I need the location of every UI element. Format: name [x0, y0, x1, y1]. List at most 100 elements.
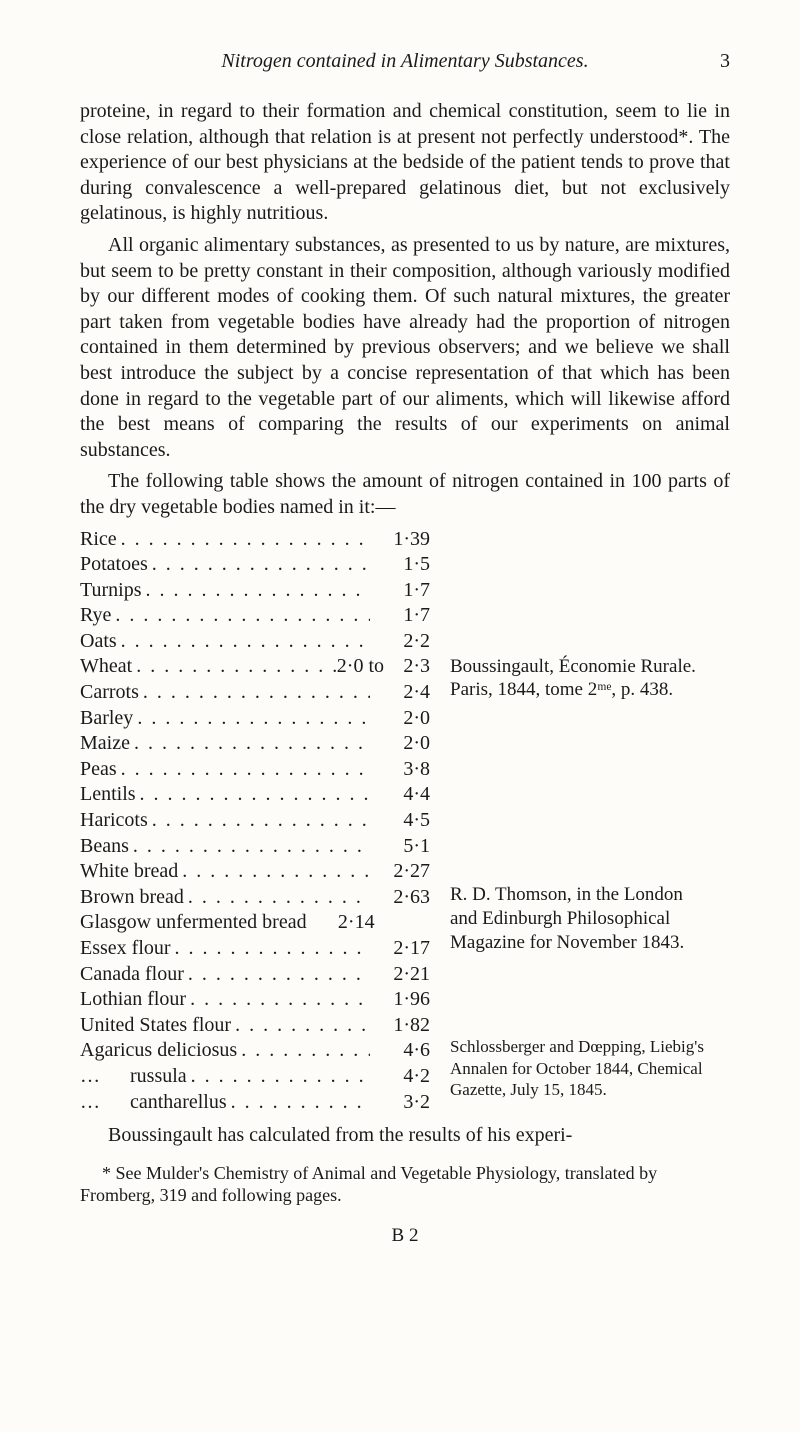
leader-dots	[178, 859, 370, 885]
row-label: Canada flour	[80, 962, 184, 988]
table-row: Lentils 4·4	[80, 782, 730, 808]
leader-dots	[142, 578, 370, 604]
row-label: Rye	[80, 603, 111, 629]
row-value: 3·2	[370, 1090, 430, 1116]
leader-dots	[139, 680, 370, 706]
running-head: Nitrogen contained in Alimentary Substan…	[80, 50, 730, 73]
leader-dots	[186, 987, 370, 1013]
row-value: 2·4	[370, 680, 430, 706]
leader-dots	[227, 1090, 370, 1116]
row-label: Wheat	[80, 654, 132, 680]
table-row: Lothian flour 1·96	[80, 987, 730, 1013]
leader-dots	[187, 1064, 370, 1090]
row-label: Potatoes	[80, 552, 148, 578]
leader-dots	[133, 706, 370, 732]
row-value: 1·96	[370, 987, 430, 1013]
table-group-thomson: R. D. Thomson, in the London and Edinbur…	[80, 859, 730, 1038]
leader-dots	[148, 552, 370, 578]
paragraph-3: The following table shows the amount of …	[80, 469, 730, 520]
row-label: Brown bread	[80, 885, 184, 911]
row-label: Turnips	[80, 578, 142, 604]
row-label: Peas	[80, 757, 117, 783]
footnote: * See Mulder's Chemistry of Animal and V…	[80, 1163, 730, 1207]
row-value: 2·2	[370, 629, 430, 655]
leader-dots	[171, 936, 370, 962]
signature-mark: B 2	[80, 1225, 730, 1247]
row-value: 1·39	[370, 527, 430, 553]
page-number: 3	[720, 50, 730, 73]
leader-dots	[117, 527, 370, 553]
leader-dots	[117, 757, 370, 783]
row-label: United States flour	[80, 1013, 231, 1039]
table-row: White bread 2·27	[80, 859, 730, 885]
row-value: 1·82	[370, 1013, 430, 1039]
row-prefix: 2·0 to	[337, 654, 390, 680]
row-value: 2·0	[370, 706, 430, 732]
leader-dots	[231, 1013, 370, 1039]
row-value: 1·7	[370, 578, 430, 604]
table-group-boussingault: Boussingault, Économie Rurale. Paris, 18…	[80, 527, 730, 860]
row-label: White bread	[80, 859, 178, 885]
row-label: Agaricus deliciosus	[80, 1038, 237, 1064]
row-value: 2·0	[370, 731, 430, 757]
running-head-text: Nitrogen contained in Alimentary Substan…	[221, 50, 588, 72]
row-label: Essex flour	[80, 936, 171, 962]
row-label: Glasgow unfermented bread	[80, 910, 307, 936]
table-row: Peas 3·8	[80, 757, 730, 783]
row-label: Rice	[80, 527, 117, 553]
paragraph-4: Boussingault has calculated from the res…	[80, 1123, 730, 1149]
page: Nitrogen contained in Alimentary Substan…	[0, 0, 800, 1432]
row-label: Haricots	[80, 808, 148, 834]
row-label: Beans	[80, 834, 129, 860]
group3-citation: Schlossberger and Dœpping, Liebig's Anna…	[450, 1036, 710, 1100]
paragraph-2: All organic alimentary substances, as pr…	[80, 233, 730, 463]
row-label: Barley	[80, 706, 133, 732]
row-value: 5·1	[370, 834, 430, 860]
table-row: Oats 2·2	[80, 629, 730, 655]
row-label: Maize	[80, 731, 130, 757]
group1-citation: Boussingault, Économie Rurale. Paris, 18…	[450, 655, 710, 703]
row-value: 4·2	[370, 1064, 430, 1090]
row-value: 3·8	[370, 757, 430, 783]
row-value: 1·7	[370, 603, 430, 629]
row-label: Carrots	[80, 680, 139, 706]
table-row: Rice 1·39	[80, 527, 730, 553]
row-value: 2·27	[370, 859, 430, 885]
nitrogen-table: Boussingault, Économie Rurale. Paris, 18…	[80, 527, 730, 1116]
row-label: Lothian flour	[80, 987, 186, 1013]
leader-dots	[129, 834, 370, 860]
row-value: 4·4	[370, 782, 430, 808]
leader-dots	[132, 654, 337, 680]
leader-dots	[111, 603, 370, 629]
table-row: Haricots 4·5	[80, 808, 730, 834]
row-label: … cantharellus	[80, 1090, 227, 1116]
leader-dots	[148, 808, 370, 834]
table-row: Beans 5·1	[80, 834, 730, 860]
table-row: Potatoes1·5	[80, 552, 730, 578]
row-value: 2·21	[370, 962, 430, 988]
leader-dots	[184, 885, 370, 911]
leader-dots	[117, 629, 370, 655]
row-value: 4·5	[370, 808, 430, 834]
leader-dots	[136, 782, 370, 808]
table-group-agaricus: Schlossberger and Dœpping, Liebig's Anna…	[80, 1038, 730, 1115]
group2-citation: R. D. Thomson, in the London and Edinbur…	[450, 883, 710, 954]
table-row: Turnips 1·7	[80, 578, 730, 604]
table-row: Canada flour 2·21	[80, 962, 730, 988]
table-row: Rye 1·7	[80, 603, 730, 629]
paragraph-1: proteine, in regard to their formation a…	[80, 99, 730, 227]
row-value: 2·63	[370, 885, 430, 911]
table-row: Barley 2·0	[80, 706, 730, 732]
leader-dots	[130, 731, 370, 757]
table-row: Maize 2·0	[80, 731, 730, 757]
table-row: United States flour 1·82	[80, 1013, 730, 1039]
row-label: … russula	[80, 1064, 187, 1090]
row-value: 2·14	[315, 910, 375, 936]
row-value: 4·6	[370, 1038, 430, 1064]
row-value: 2·17	[370, 936, 430, 962]
leader-dots	[237, 1038, 370, 1064]
leader-dots	[184, 962, 370, 988]
row-label: Lentils	[80, 782, 136, 808]
row-label: Oats	[80, 629, 117, 655]
row-value: 2·3	[390, 654, 430, 680]
